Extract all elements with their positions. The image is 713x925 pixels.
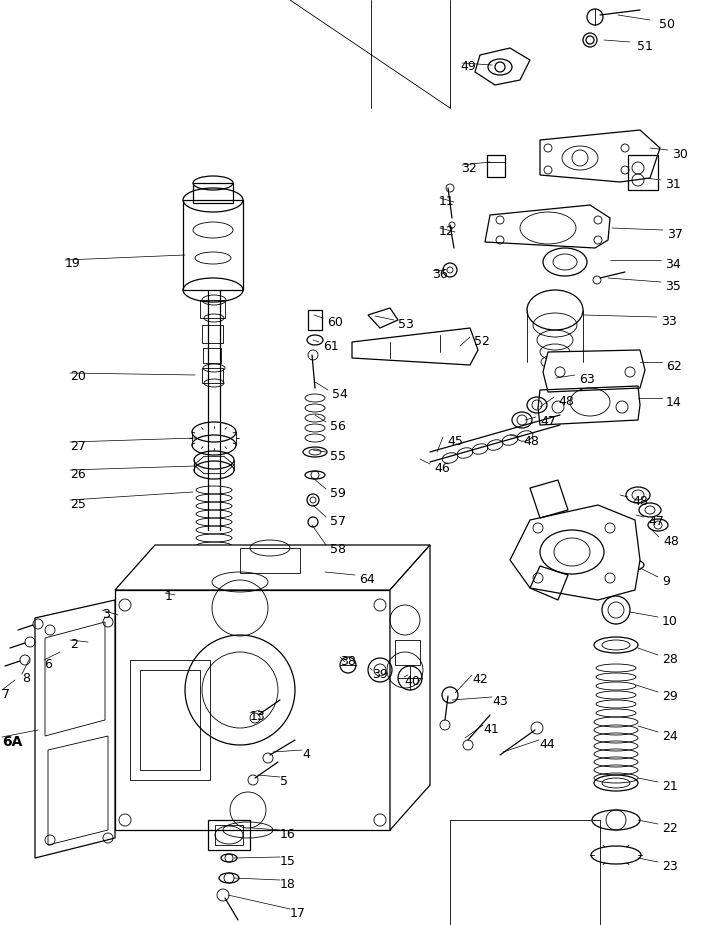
- Bar: [202, 325, 223, 343]
- Polygon shape: [540, 130, 660, 182]
- Polygon shape: [390, 545, 430, 830]
- Text: 11: 11: [439, 195, 455, 208]
- Text: 40: 40: [404, 675, 420, 688]
- Polygon shape: [35, 600, 115, 858]
- Text: 36: 36: [432, 268, 448, 281]
- Text: 20: 20: [70, 370, 86, 383]
- Text: 41: 41: [483, 723, 499, 736]
- Text: 28: 28: [662, 653, 678, 666]
- Text: 27: 27: [70, 440, 86, 453]
- Bar: [308, 310, 322, 330]
- Text: 6: 6: [44, 658, 52, 671]
- Text: 48: 48: [558, 395, 574, 408]
- Polygon shape: [543, 350, 645, 392]
- Text: 6A: 6A: [2, 735, 22, 749]
- Text: 21: 21: [662, 780, 678, 793]
- Bar: [203, 348, 221, 363]
- Text: 48: 48: [523, 435, 539, 448]
- Text: 32: 32: [461, 162, 477, 175]
- Bar: [183, 200, 243, 290]
- Text: 26: 26: [70, 468, 86, 481]
- Bar: [215, 825, 243, 845]
- Text: 50: 50: [659, 18, 675, 31]
- Text: 61: 61: [323, 340, 339, 353]
- Text: 64: 64: [359, 573, 375, 586]
- Text: 49: 49: [460, 60, 476, 73]
- Text: 25: 25: [70, 498, 86, 511]
- Text: 56: 56: [330, 420, 346, 433]
- Text: 3: 3: [102, 608, 110, 621]
- Text: 60: 60: [327, 316, 343, 329]
- Polygon shape: [115, 545, 430, 590]
- Text: 43: 43: [492, 695, 508, 708]
- Text: 19: 19: [65, 257, 81, 270]
- Bar: [130, 660, 210, 780]
- Text: 29: 29: [662, 690, 678, 703]
- Text: 51: 51: [637, 40, 653, 53]
- Bar: [240, 548, 300, 573]
- Text: 23: 23: [662, 860, 678, 873]
- Text: 33: 33: [661, 315, 677, 328]
- Polygon shape: [510, 505, 640, 600]
- Text: 47: 47: [648, 515, 664, 528]
- Text: 18: 18: [280, 878, 296, 891]
- Text: 62: 62: [666, 360, 682, 373]
- Text: 2: 2: [70, 638, 78, 651]
- Text: 13: 13: [250, 710, 266, 723]
- Text: 34: 34: [665, 258, 681, 271]
- Text: 48: 48: [632, 495, 648, 508]
- Text: 16: 16: [280, 828, 296, 841]
- Text: 45: 45: [447, 435, 463, 448]
- Bar: [193, 183, 233, 203]
- Bar: [487, 155, 505, 177]
- Text: 22: 22: [662, 822, 678, 835]
- Text: 5: 5: [280, 775, 288, 788]
- Text: 55: 55: [330, 450, 346, 463]
- Text: 52: 52: [474, 335, 490, 348]
- Text: 35: 35: [665, 280, 681, 293]
- Text: 24: 24: [662, 730, 678, 743]
- Text: 31: 31: [665, 178, 681, 191]
- Text: 54: 54: [332, 388, 348, 401]
- Text: 44: 44: [539, 738, 555, 751]
- Text: 1: 1: [165, 590, 173, 603]
- Bar: [200, 300, 225, 318]
- Text: 57: 57: [330, 515, 346, 528]
- Text: 8: 8: [22, 672, 30, 685]
- Bar: [140, 670, 200, 770]
- Bar: [628, 155, 658, 190]
- Text: 42: 42: [472, 673, 488, 686]
- Text: 39: 39: [372, 668, 388, 681]
- Text: 46: 46: [434, 462, 450, 475]
- Text: 63: 63: [579, 373, 595, 386]
- Text: 10: 10: [662, 615, 678, 628]
- Text: 12: 12: [439, 225, 455, 238]
- Text: 14: 14: [666, 396, 682, 409]
- Text: 59: 59: [330, 487, 346, 500]
- Bar: [395, 640, 420, 665]
- Text: 4: 4: [302, 748, 310, 761]
- Bar: [202, 368, 223, 383]
- Text: 47: 47: [540, 415, 556, 428]
- Text: 58: 58: [330, 543, 346, 556]
- Text: 38: 38: [340, 655, 356, 668]
- Text: 48: 48: [663, 535, 679, 548]
- Text: 17: 17: [290, 907, 306, 920]
- Polygon shape: [352, 328, 478, 365]
- Text: 7: 7: [2, 688, 10, 701]
- Text: 9: 9: [662, 575, 670, 588]
- Text: 53: 53: [398, 318, 414, 331]
- Text: 15: 15: [280, 855, 296, 868]
- Bar: [208, 820, 250, 850]
- Text: 37: 37: [667, 228, 683, 241]
- Text: 30: 30: [672, 148, 688, 161]
- Polygon shape: [115, 590, 390, 830]
